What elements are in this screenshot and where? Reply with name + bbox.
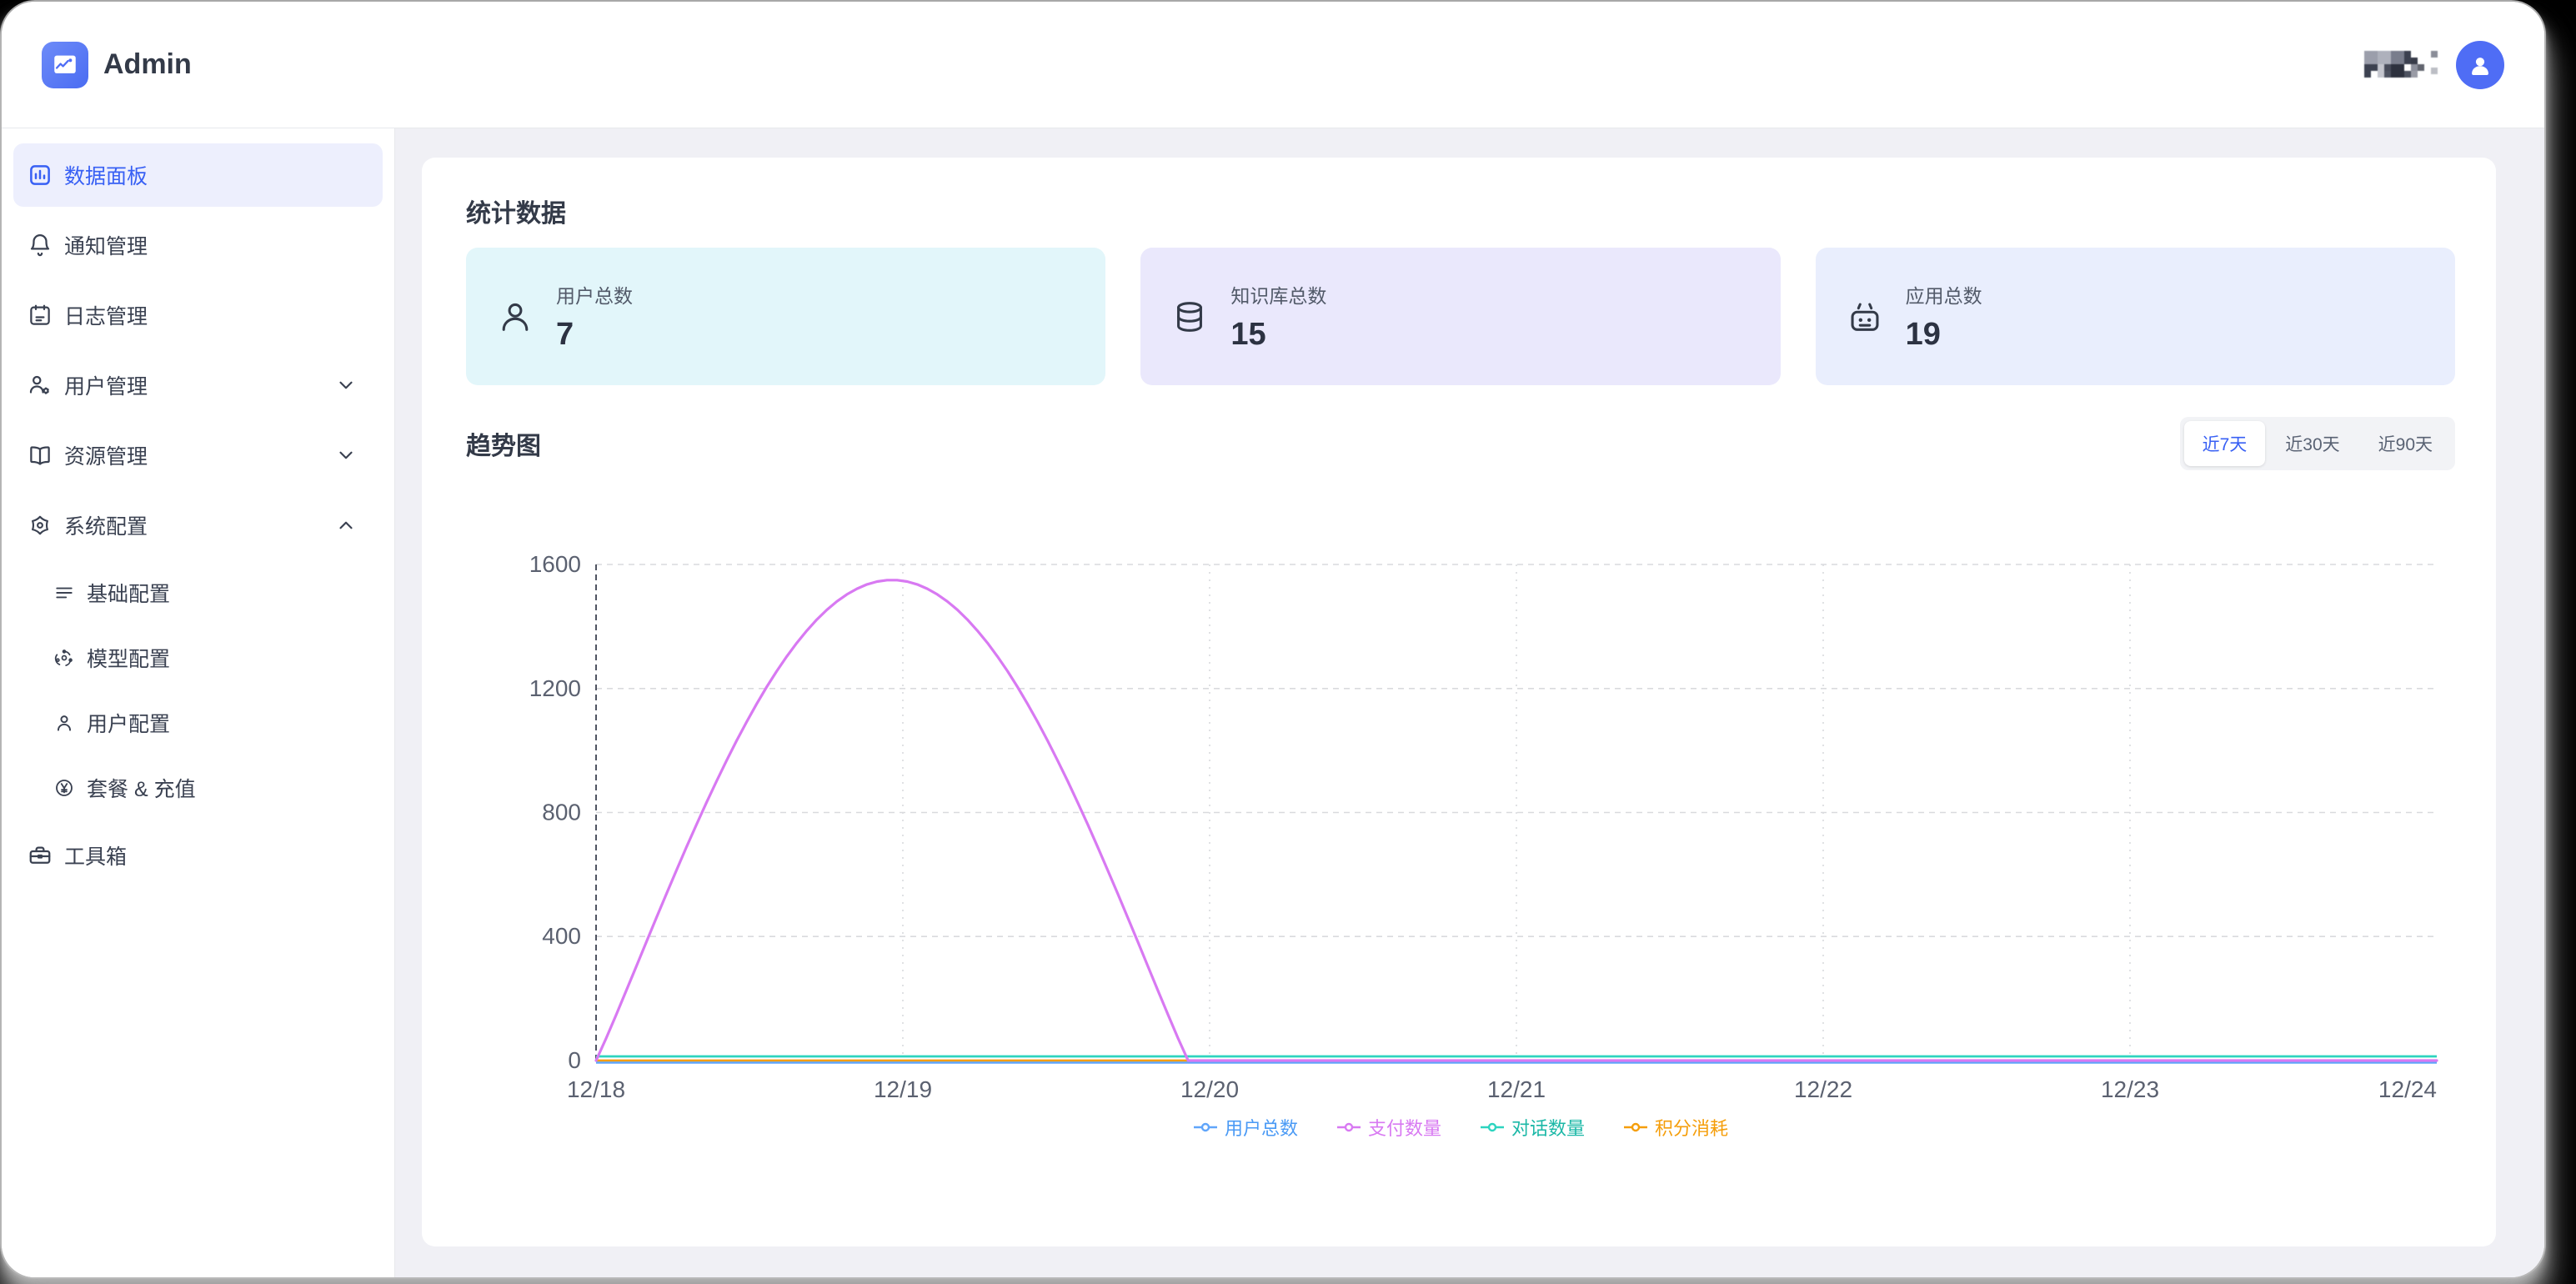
svg-text:800: 800 bbox=[542, 800, 581, 825]
svg-text:12/24: 12/24 bbox=[2378, 1076, 2437, 1102]
svg-text:400: 400 bbox=[542, 923, 581, 949]
svg-text:12/18: 12/18 bbox=[567, 1076, 625, 1102]
svg-text:12/22: 12/22 bbox=[1794, 1076, 1852, 1102]
svg-text:12/21: 12/21 bbox=[1487, 1076, 1546, 1102]
svg-text:1600: 1600 bbox=[529, 551, 581, 577]
svg-text:0: 0 bbox=[568, 1047, 581, 1073]
svg-text:12/20: 12/20 bbox=[1180, 1076, 1239, 1102]
svg-text:1200: 1200 bbox=[529, 675, 581, 701]
svg-text:12/23: 12/23 bbox=[2101, 1076, 2159, 1102]
svg-text:12/19: 12/19 bbox=[874, 1076, 932, 1102]
